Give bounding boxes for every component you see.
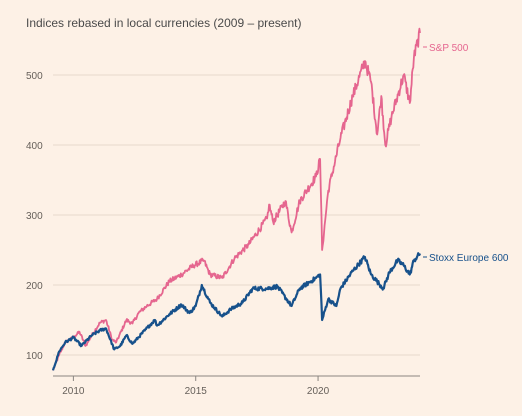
x-tick-label-2015: 2015 (185, 386, 208, 397)
y-tick-label-400: 400 (26, 141, 43, 152)
series-line-stoxx-europe-600 (51, 252, 422, 371)
y-tick-label-200: 200 (26, 281, 43, 292)
series-label-stoxx-europe-600: Stoxx Europe 600 (429, 253, 509, 264)
series-label-s-p-500: S&P 500 (429, 43, 469, 54)
x-tick-label-2010: 2010 (62, 386, 85, 397)
y-tick-label-500: 500 (26, 71, 43, 82)
y-tick-label-300: 300 (26, 211, 43, 222)
x-tick-label-2020: 2020 (307, 386, 330, 397)
chart-title: Indices rebased in local currencies (200… (26, 16, 302, 30)
y-tick-label-100: 100 (26, 351, 43, 362)
series-line-s-p-500 (52, 27, 421, 371)
